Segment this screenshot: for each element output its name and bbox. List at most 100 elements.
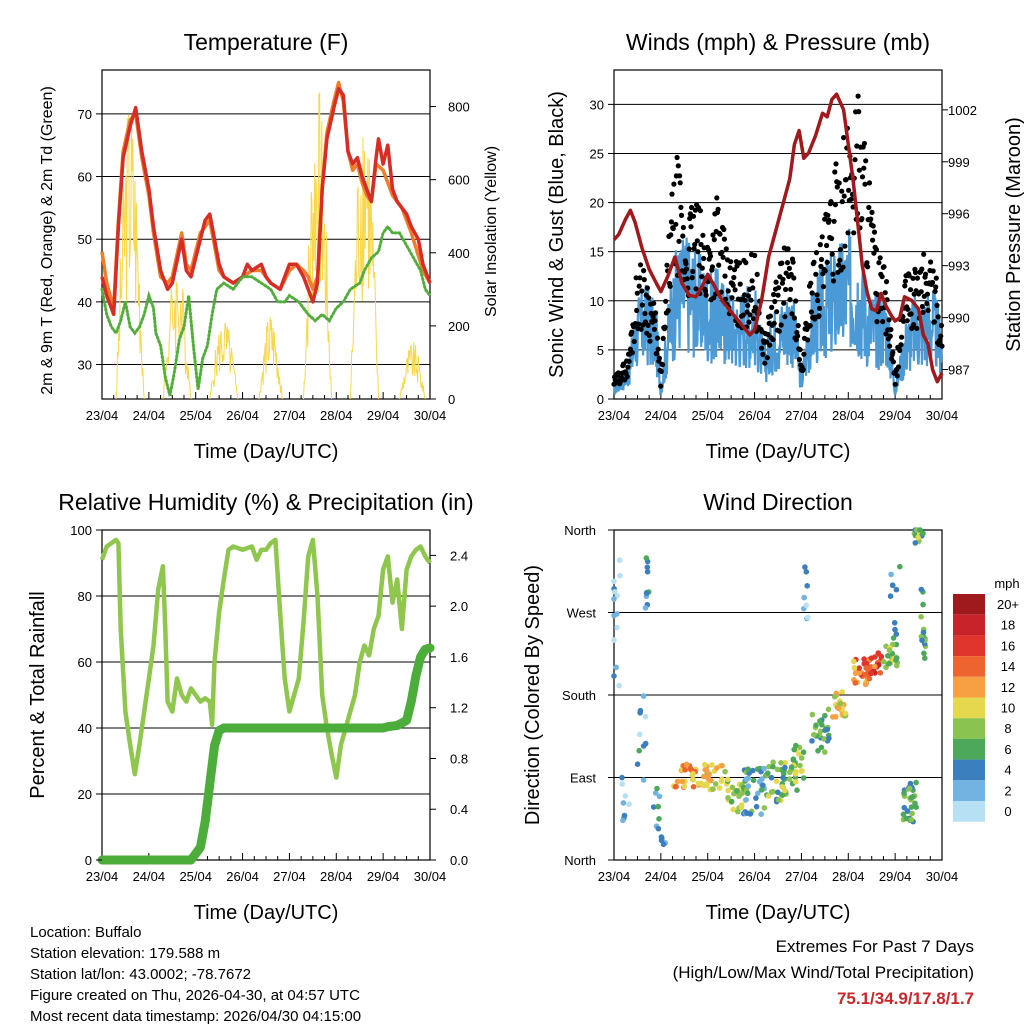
x-tick-label: 29/04 [367, 869, 400, 884]
x-tick-label: 26/04 [738, 869, 771, 884]
y-tick-label: North [564, 523, 596, 538]
colorbar-label: 16 [1001, 638, 1015, 653]
x-tick-label: 26/04 [226, 869, 259, 884]
gust-point [690, 213, 697, 219]
gust-point [815, 297, 821, 304]
gust-point [701, 255, 707, 262]
gust-point [784, 260, 791, 266]
y-tick-label: 30 [78, 358, 92, 373]
gust-point [807, 323, 813, 329]
direction-point [886, 660, 893, 667]
gust-point [902, 278, 909, 284]
gust-point [697, 208, 704, 214]
direction-point [652, 790, 659, 796]
direction-point [613, 664, 619, 671]
direction-point [901, 790, 907, 796]
gust-point [684, 276, 690, 282]
direction-point [654, 785, 660, 792]
y-axis-label: Percent & Total Rainfall [27, 591, 49, 799]
x-tick-label: 23/04 [86, 408, 119, 423]
gust-point [842, 243, 848, 249]
direction-point [744, 790, 751, 797]
direction-point [803, 602, 809, 609]
gust-point [674, 154, 680, 161]
gust-point [886, 317, 892, 323]
direction-point [620, 800, 627, 806]
gust-point [694, 238, 700, 244]
panel-2 [611, 69, 945, 400]
direction-point [787, 769, 793, 776]
gust-point [826, 217, 832, 223]
y-axis-label: 2m & 9m T (Red, Orange) & 2m Td (Green) [39, 86, 56, 395]
gust-point [874, 319, 880, 325]
gust-point [829, 251, 835, 257]
colorbar-label: 20+ [997, 597, 1019, 612]
gust-point [843, 177, 849, 183]
gust-point [778, 322, 784, 328]
colorbar-label: 2 [1004, 783, 1011, 798]
direction-point [818, 744, 825, 751]
gust-point [808, 309, 815, 315]
x-tick-label: 24/04 [133, 869, 166, 884]
extremes-box: Extremes For Past 7 Days (High/Low/Max W… [673, 934, 974, 1012]
gust-point [721, 226, 727, 233]
gust-point [814, 292, 820, 298]
gust-point [880, 319, 886, 325]
gust-point [780, 276, 786, 282]
y2-tick-label: 800 [448, 100, 470, 115]
direction-point [824, 726, 831, 733]
gust-point [879, 274, 885, 280]
direction-point [800, 775, 807, 781]
y-tick-label: South [562, 688, 596, 703]
direction-point [761, 805, 768, 811]
gust-point [729, 295, 735, 301]
gust-point [786, 265, 793, 271]
gust-point [914, 325, 920, 331]
y-tick-label: 20 [590, 196, 604, 211]
direction-point [809, 738, 815, 744]
gust-point [888, 327, 894, 333]
gust-point [824, 259, 830, 265]
plot-frame [101, 529, 431, 861]
gust-dots [611, 93, 945, 389]
gust-point [660, 335, 666, 341]
direction-point [920, 601, 926, 608]
direction-point [796, 751, 802, 757]
direction-point [765, 793, 772, 799]
y2-tick-label: 400 [448, 246, 470, 261]
colorbar-swatch [953, 635, 985, 657]
gust-point [828, 199, 834, 205]
gust-point [641, 277, 647, 283]
gust-point [663, 298, 669, 304]
recent-timestamp: Most recent data timestamp: 2026/04/30 0… [30, 1008, 362, 1025]
direction-point [656, 816, 662, 822]
direction-point [799, 768, 805, 774]
direction-point [619, 774, 625, 781]
x-tick-label: 23/04 [598, 408, 631, 423]
direction-point [738, 804, 745, 811]
gust-point [727, 265, 733, 271]
gust-point [745, 293, 752, 299]
direction-point [643, 555, 650, 561]
gust-point [637, 275, 643, 281]
y2-tick-label: 0.0 [450, 853, 468, 868]
direction-point [622, 793, 629, 799]
y-tick-label: 70 [78, 107, 92, 122]
gust-point [819, 234, 825, 240]
gust-point [675, 163, 681, 169]
gust-point [813, 250, 820, 256]
direction-point [722, 768, 728, 775]
gust-point [883, 331, 889, 337]
direction-point [674, 778, 681, 785]
gust-point [639, 302, 646, 308]
colorbar-label: 4 [1004, 763, 1011, 778]
gust-point [699, 274, 705, 280]
gust-point [776, 285, 782, 291]
gust-point [722, 273, 728, 279]
direction-point [753, 803, 760, 810]
direction-point [719, 762, 725, 769]
y2-tick-label: 999 [948, 155, 970, 170]
gust-point [859, 174, 866, 180]
gust-point [671, 181, 677, 187]
direction-point [782, 764, 788, 771]
